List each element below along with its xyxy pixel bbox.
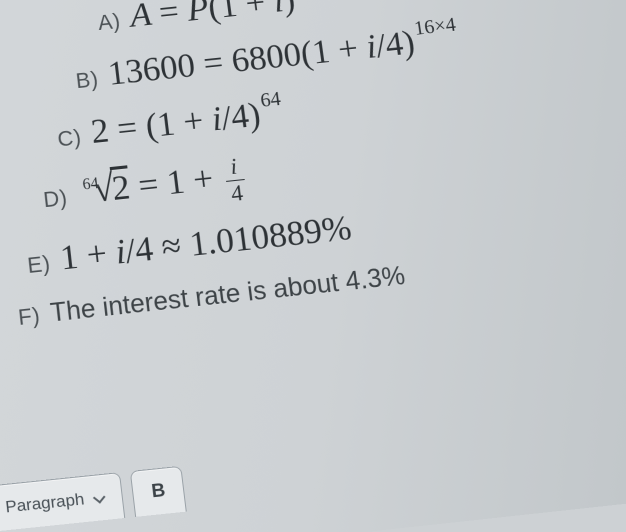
exponent: 16×4 [413,14,457,40]
exponent: 64 [259,88,282,112]
equation: 1 + i/4 ≈ 1.010889% [58,209,354,278]
line-label: F) [17,304,41,331]
equation: A = P(1 + i)n [128,0,309,35]
document-page: A) A = P(1 + i)n B) 13600 = 6800(1 + i/4… [0,0,626,532]
equation: 2 = (1 + i/4)64 [89,93,285,151]
fraction-denominator: 4 [226,179,247,206]
bold-label: B [143,480,175,504]
rhs: 1.010889% [188,209,354,264]
paragraph-style-label: Paragraph [4,490,85,518]
line-label: A) [97,10,122,35]
line-label: C) [56,125,82,151]
chevron-down-icon [94,493,107,502]
line-label: B) [75,68,100,94]
line-label: D) [42,187,69,213]
coeff: 6800 [229,36,303,80]
root-index: 64 [82,175,100,194]
bold-button[interactable]: B [130,466,187,517]
radicand: 2 [110,169,132,209]
lhs: 13600 [106,47,197,93]
line-label: E) [26,252,51,278]
lhs: 2 [89,111,111,150]
equation: 64√2 = 1 + i 4 [75,156,250,212]
fraction: i 4 [223,155,247,206]
fraction-numerator: i [223,155,244,181]
